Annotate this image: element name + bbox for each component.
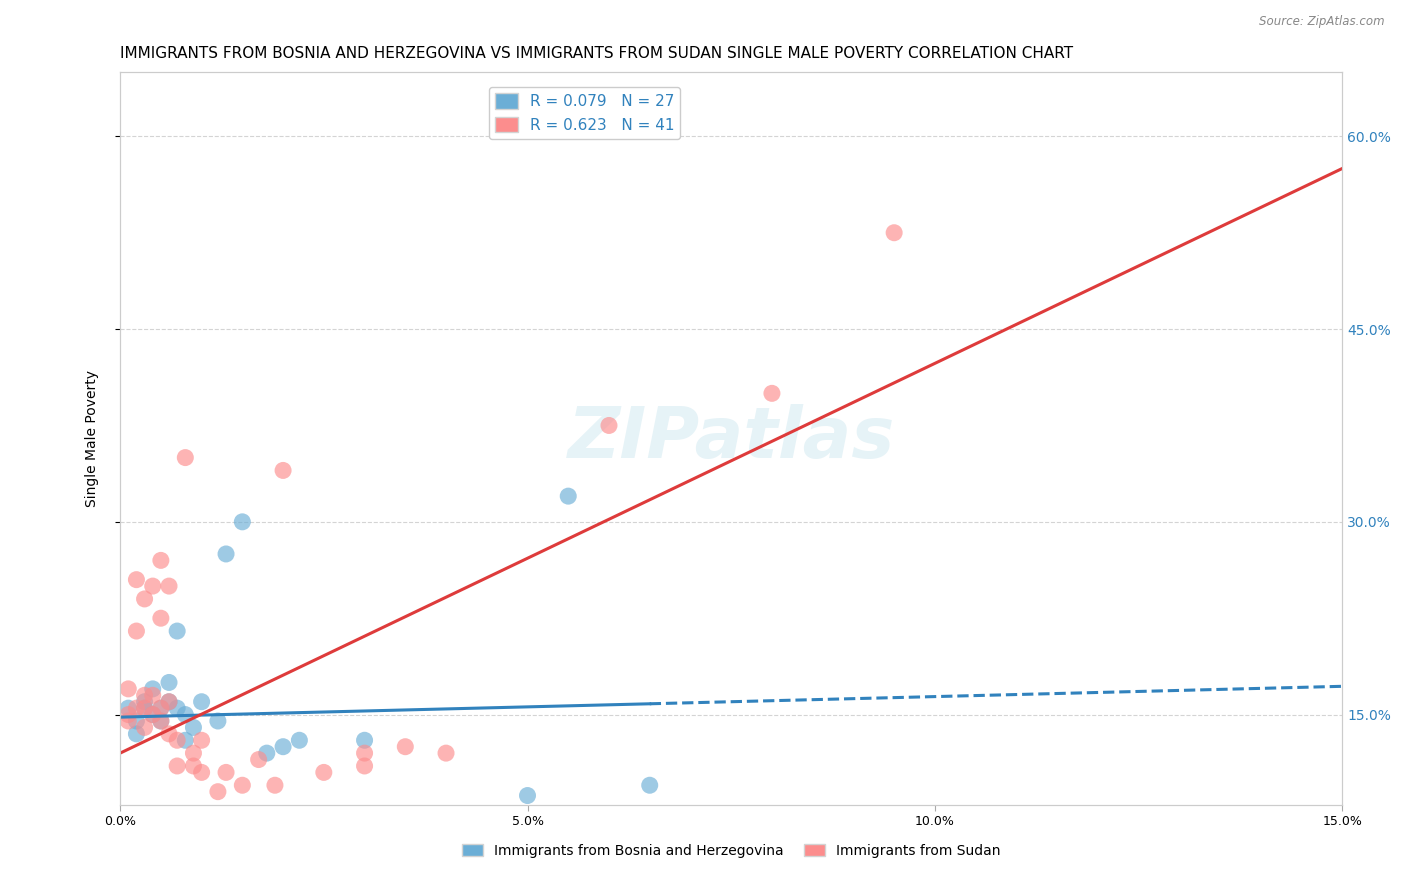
Point [149,701,172,715]
Point [149,553,172,567]
Point [166,733,188,747]
Point [142,707,165,722]
Point [557,489,579,503]
Point [256,746,278,760]
Point [183,721,205,735]
Point [157,695,180,709]
Point [761,386,783,401]
Point [174,707,197,722]
Point [271,463,294,477]
Point [142,707,165,722]
Point [142,688,165,702]
Point [125,727,148,741]
Point [125,701,148,715]
Point [353,733,375,747]
Point [166,624,188,638]
Point [190,733,212,747]
Point [174,733,197,747]
Point [149,611,172,625]
Point [288,733,311,747]
Point [117,714,139,728]
Text: ZIPatlas: ZIPatlas [568,404,894,473]
Point [142,579,165,593]
Point [516,789,538,803]
Point [271,739,294,754]
Point [149,714,172,728]
Point [157,579,180,593]
Point [207,714,229,728]
Point [215,765,238,780]
Point [883,226,905,240]
Point [353,759,375,773]
Point [149,714,172,728]
Point [117,681,139,696]
Point [638,778,661,792]
Point [134,688,156,702]
Point [125,573,148,587]
Text: IMMIGRANTS FROM BOSNIA AND HERZEGOVINA VS IMMIGRANTS FROM SUDAN SINGLE MALE POVE: IMMIGRANTS FROM BOSNIA AND HERZEGOVINA V… [120,46,1073,62]
Point [125,624,148,638]
Point [134,721,156,735]
Point [117,707,139,722]
Point [231,778,253,792]
Point [134,701,156,715]
Point [353,746,375,760]
Point [264,778,287,792]
Y-axis label: Single Male Poverty: Single Male Poverty [86,370,100,507]
Point [125,714,148,728]
Point [190,765,212,780]
Point [166,759,188,773]
Point [134,591,156,606]
Point [183,746,205,760]
Point [157,675,180,690]
Legend: R = 0.079   N = 27, R = 0.623   N = 41: R = 0.079 N = 27, R = 0.623 N = 41 [489,87,681,139]
Point [142,681,165,696]
Text: Source: ZipAtlas.com: Source: ZipAtlas.com [1260,15,1385,28]
Point [149,701,172,715]
Point [117,701,139,715]
Point [174,450,197,465]
Point [166,701,188,715]
Point [231,515,253,529]
Point [312,765,335,780]
Point [190,695,212,709]
Point [247,753,270,767]
Point [207,785,229,799]
Point [598,418,620,433]
Point [215,547,238,561]
Point [157,695,180,709]
Point [434,746,457,760]
Point [183,759,205,773]
Point [394,739,416,754]
Point [134,695,156,709]
Point [157,727,180,741]
Point [134,701,156,715]
